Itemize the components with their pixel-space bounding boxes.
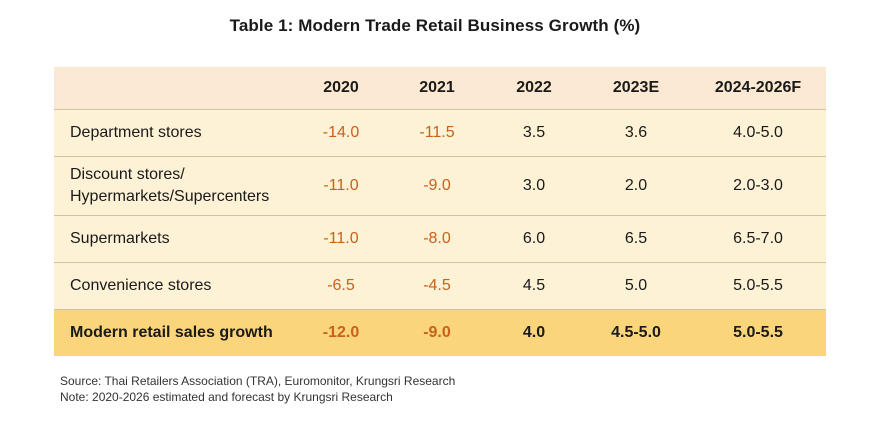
cell-value: 3.0 [522, 176, 546, 194]
table-title: Table 1: Modern Trade Retail Business Gr… [229, 16, 641, 35]
forecast-note: Note: 2020-2026 estimated and forecast b… [60, 390, 393, 404]
column-header-category [54, 67, 294, 109]
cell-value: -11.5 [419, 123, 455, 141]
footnotes: Source: Thai Retailers Association (TRA)… [60, 373, 455, 405]
cell-value: -9.0 [423, 176, 451, 194]
cell-value: 2.0 [624, 176, 648, 194]
cell-value: -8.0 [423, 229, 451, 247]
row-label: Discount stores/Hypermarkets/Supercenter… [70, 165, 270, 205]
header-row: 2020 2021 2022 2023E 2024-2026F [54, 67, 826, 109]
table-row-supermarkets: Supermarkets -11.0 -8.0 6.0 6.5 6.5-7.0 [54, 215, 826, 262]
column-header-2020: 2020 [323, 78, 359, 96]
cell-value: -11.0 [323, 176, 359, 194]
source-note: Source: Thai Retailers Association (TRA)… [60, 374, 456, 388]
cell-value: 6.5-7.0 [733, 229, 783, 247]
cell-value: -14.0 [322, 123, 360, 141]
cell-value: 4.0 [522, 323, 546, 341]
cell-value: 5.0-5.5 [733, 323, 783, 341]
table-row-convenience-stores: Convenience stores -6.5 -4.5 4.5 5.0 5.0… [54, 262, 826, 309]
cell-value: -9.0 [423, 323, 451, 341]
cell-value: 4.5 [522, 276, 546, 294]
row-label: Convenience stores [70, 276, 212, 294]
cell-value: 4.0-5.0 [733, 123, 783, 141]
cell-value: -6.5 [327, 276, 355, 294]
cell-value: 5.0 [624, 276, 648, 294]
cell-value: -12.0 [322, 323, 360, 341]
table-row-total: Modern retail sales growth -12.0 -9.0 4.… [54, 309, 826, 356]
cell-value: 5.0-5.5 [733, 276, 783, 294]
cell-value: 3.6 [624, 123, 648, 141]
row-label: Supermarkets [70, 229, 170, 247]
cell-value: 6.5 [624, 229, 648, 247]
column-header-2024-2026f: 2024-2026F [714, 78, 802, 96]
column-header-2021: 2021 [419, 78, 455, 96]
growth-table: 2020 2021 2022 2023E 2024-2026F Departme… [54, 67, 826, 356]
cell-value: -11.0 [323, 229, 359, 247]
cell-value: -4.5 [423, 276, 451, 294]
cell-value: 2.0-3.0 [733, 176, 783, 194]
column-header-2023e: 2023E [612, 78, 660, 96]
table-row-discount-stores: Discount stores/Hypermarkets/Supercenter… [54, 156, 826, 215]
table-row-department-stores: Department stores -14.0 -11.5 3.5 3.6 4.… [54, 109, 826, 156]
column-header-2022: 2022 [516, 78, 552, 96]
cell-value: 6.0 [522, 229, 546, 247]
total-row-label: Modern retail sales growth [70, 323, 273, 341]
cell-value: 4.5-5.0 [611, 323, 661, 341]
row-label: Department stores [70, 123, 202, 141]
cell-value: 3.5 [522, 123, 546, 141]
